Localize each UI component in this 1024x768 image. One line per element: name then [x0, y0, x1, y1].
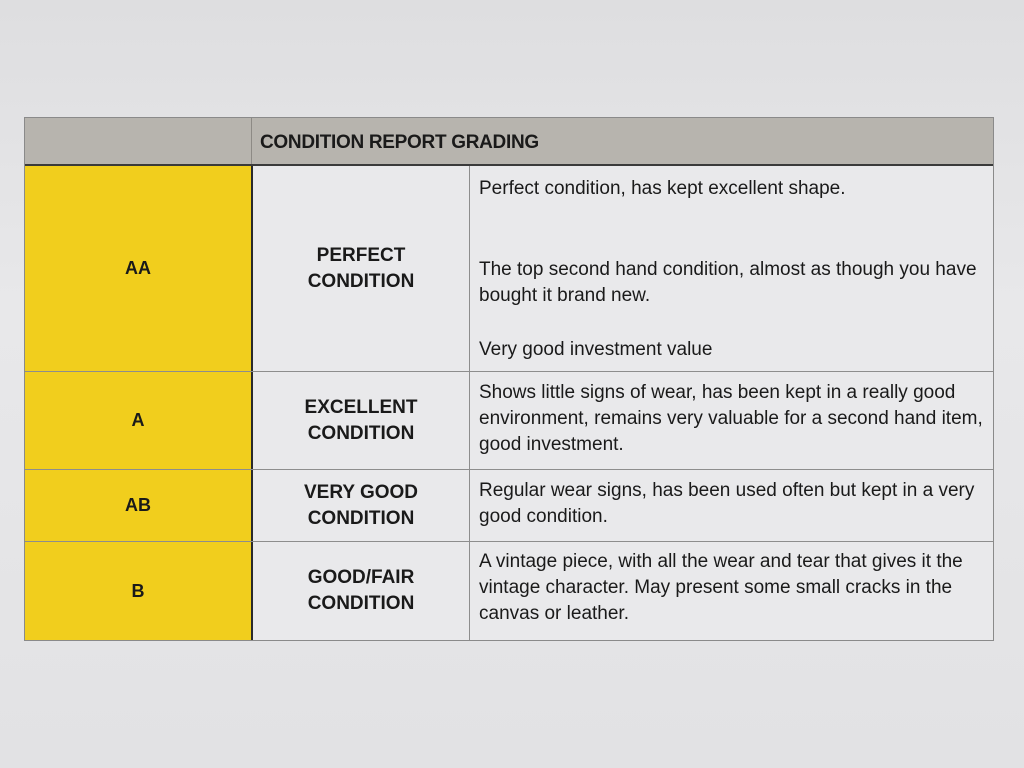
condition-cell: GOOD/FAIR CONDITION — [253, 542, 470, 640]
description-cell: Shows little signs of wear, has been kep… — [479, 382, 983, 455]
condition-grading-table: CONDITION REPORT GRADING AA PERFECT COND… — [25, 118, 993, 640]
table-row-b: B GOOD/FAIR CONDITION A vintage piece, w… — [25, 542, 993, 640]
grade-cell: AB — [25, 470, 253, 541]
table-title: CONDITION REPORT GRADING — [260, 132, 539, 153]
header-divider — [251, 118, 252, 164]
condition-cell: PERFECT CONDITION — [253, 166, 470, 371]
description-cell: A vintage piece, with all the wear and t… — [479, 551, 963, 624]
table-row-ab: AB VERY GOOD CONDITION Regular wear sign… — [25, 470, 993, 542]
condition-cell: VERY GOOD CONDITION — [253, 470, 470, 541]
table-row-aa: AA PERFECT CONDITION Perfect condition, … — [25, 166, 993, 372]
description-line: The top second hand condition, almost as… — [479, 259, 977, 306]
grade-cell: AA — [25, 166, 253, 371]
table-header: CONDITION REPORT GRADING — [25, 118, 993, 166]
description-cell: Perfect condition, has kept excellent sh… — [479, 166, 984, 371]
description-cell: Regular wear signs, has been used often … — [479, 480, 975, 527]
condition-cell: EXCELLENT CONDITION — [253, 372, 470, 469]
description-line: Perfect condition, has kept excellent sh… — [479, 178, 846, 199]
grade-cell: B — [25, 542, 253, 640]
table-row-a: A EXCELLENT CONDITION Shows little signs… — [25, 372, 993, 470]
grade-cell: A — [25, 372, 253, 469]
description-line: Very good investment value — [479, 339, 713, 360]
